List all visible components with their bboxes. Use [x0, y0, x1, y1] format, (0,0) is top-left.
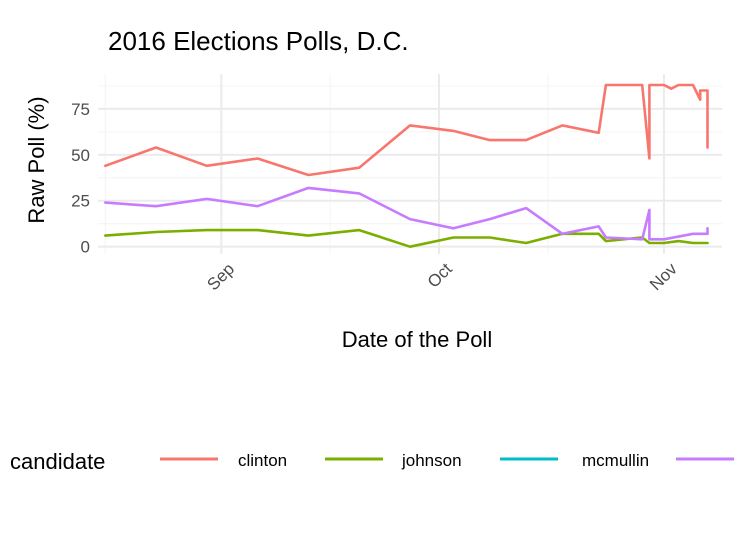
- y-tick-label: 50: [71, 146, 90, 165]
- x-tick-label: Sep: [203, 259, 238, 294]
- series-lines: [104, 83, 709, 248]
- minor-gridlines: [98, 74, 722, 254]
- legend-label-clinton: clinton: [238, 451, 287, 470]
- y-tick-label: 25: [71, 192, 90, 211]
- series-line-johnson: [104, 228, 709, 248]
- legend-label-johnson: johnson: [401, 451, 462, 470]
- y-axis-ticks: 0 25 50 75: [71, 100, 90, 257]
- legend-label-mcmullin: mcmullin: [582, 451, 649, 470]
- chart-title: 2016 Elections Polls, D.C.: [108, 26, 409, 56]
- series-line-clinton: [104, 83, 709, 177]
- x-axis-title: Date of the Poll: [342, 327, 492, 352]
- y-tick-label: 0: [81, 238, 90, 257]
- y-tick-label: 75: [71, 100, 90, 119]
- x-tick-label: Oct: [424, 259, 456, 291]
- legend: candidate clinton johnson mcmullin: [10, 449, 734, 474]
- major-gridlines: [98, 74, 722, 254]
- x-tick-label: Nov: [646, 259, 681, 294]
- series-line-unnamed: [104, 186, 709, 241]
- y-axis-title: Raw Poll (%): [24, 96, 49, 223]
- x-axis-ticks: Sep Oct Nov: [203, 259, 681, 294]
- legend-title: candidate: [10, 449, 105, 474]
